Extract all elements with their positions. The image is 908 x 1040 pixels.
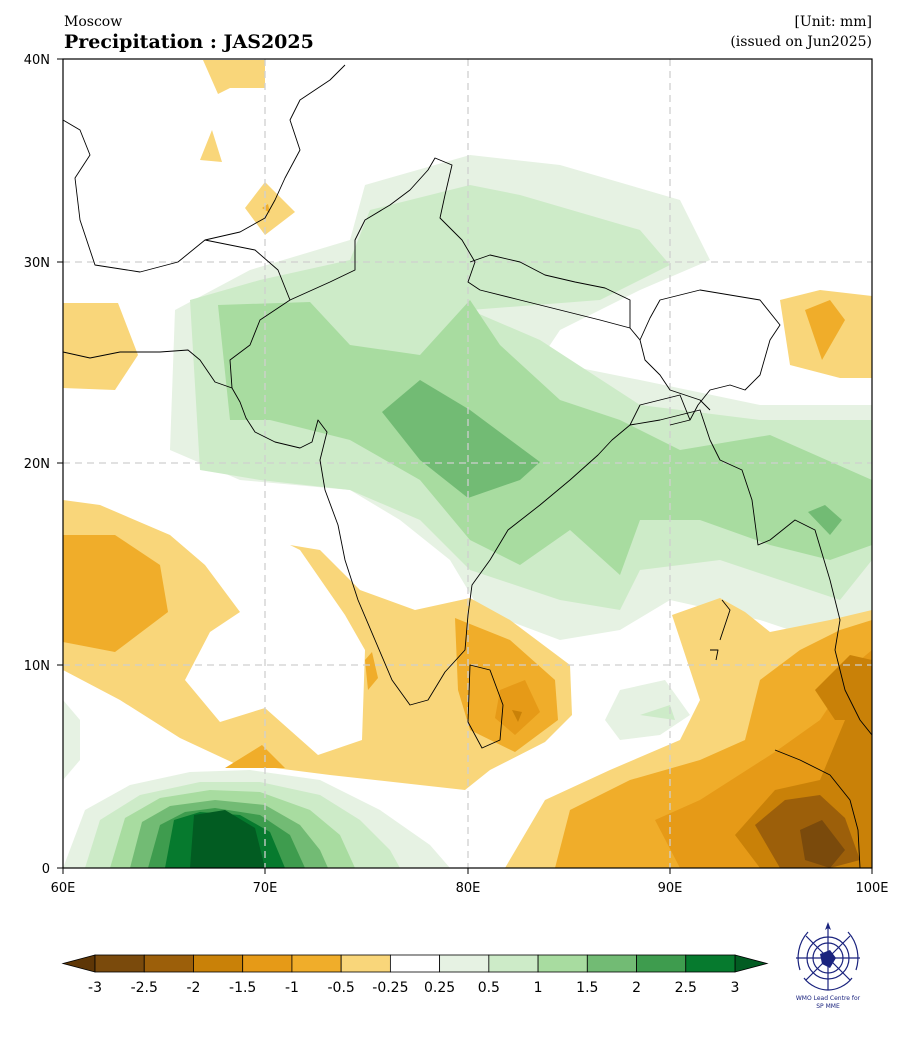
dry-contour-0.5-west [63, 535, 168, 652]
colorbar: -3 -2.5 -2 -1.5 -1 -0.5 -0.25 0.25 0.5 1 1.5 2 2.5 3 [61, 954, 769, 996]
colorbar-swatch [242, 954, 293, 973]
wet-contour-1.5 [382, 380, 540, 498]
colorbar-under-arrow [61, 954, 96, 973]
colorbar-swatch [340, 954, 391, 973]
colorbar-level-label: -3 [88, 980, 102, 996]
colorbar-level-label: 0.25 [424, 980, 455, 996]
lon-tick-label: 80E [456, 881, 481, 896]
colorbar-swatch [636, 954, 687, 973]
colorbar-over-arrow [734, 954, 769, 973]
dry-contour-3-east [800, 820, 845, 868]
colorbar-swatch [537, 954, 588, 973]
dry-contour-1-east-inner [815, 655, 872, 720]
wet-patch-andaman [605, 680, 690, 740]
lat-tick-label: 10N [24, 659, 50, 674]
colorbar-level-label: 2 [632, 980, 641, 996]
colorbar-level-label: 0.5 [478, 980, 500, 996]
colorbar-level-label: -0.5 [327, 980, 354, 996]
colorbar-level-label: 3 [731, 980, 740, 996]
colorbar-swatch [389, 954, 441, 973]
dry-patch-lakshadweep [365, 652, 378, 690]
colorbar-level-label: -1.5 [229, 980, 256, 996]
logo-text-2: SP MME [816, 1003, 840, 1010]
lat-tick-labels: 0 10N 20N 30N 40N [24, 53, 50, 877]
dry-patch-north-3-inner [262, 204, 270, 213]
dry-contour-1.5-srilanka [512, 710, 522, 722]
colorbar-swatch [143, 954, 194, 973]
axis-ticks [57, 58, 873, 874]
lat-tick-label: 30N [24, 256, 50, 271]
colorbar-level-label: 2.5 [675, 980, 697, 996]
logo-text-1: WMO Lead Centre for [796, 995, 861, 1002]
wet-patch-west [63, 700, 80, 780]
dry-contour-0.25-west [63, 500, 572, 790]
lat-tick-label: 20N [24, 457, 50, 472]
colorbar-level-label: 1.5 [576, 980, 598, 996]
wet-contour-3-south [190, 810, 265, 868]
colorbar-swatch [94, 954, 145, 973]
lon-tick-label: 100E [855, 881, 888, 896]
lon-tick-label: 60E [51, 881, 76, 896]
dry-patch-north-2 [200, 130, 222, 162]
colorbar-swatch [685, 954, 736, 973]
colorbar-swatch [488, 954, 539, 973]
colorbar-swatch [193, 954, 244, 973]
center-name: Moscow [64, 14, 123, 30]
unit-label: [Unit: mm] [794, 14, 872, 30]
colorbar-swatch [291, 954, 342, 973]
lat-tick-label: 0 [42, 862, 50, 877]
colorbar-level-label: 1 [534, 980, 543, 996]
wet-contour-1.5-east [808, 505, 842, 535]
lon-tick-label: 90E [658, 881, 683, 896]
lat-tick-label: 40N [24, 53, 50, 68]
colorbar-level-label: -1 [285, 980, 299, 996]
wmo-logo: WMO Lead Centre for SP MME [796, 922, 861, 1010]
map-title: Precipitation : JAS2025 [64, 31, 314, 53]
coastlines [63, 64, 872, 868]
map-gridlines [63, 59, 872, 868]
lon-tick-labels: 60E 70E 80E 90E 100E [51, 881, 889, 896]
wet-patch-andaman-inner [640, 705, 675, 720]
dry-patch-north-1 [203, 60, 265, 94]
colorbar-swatch [439, 954, 490, 973]
issued-label: (issued on Jun2025) [730, 34, 872, 50]
colorbar-level-label: -2 [186, 980, 200, 996]
colorbar-swatch [586, 954, 637, 973]
dry-contour-0.25-arabia [63, 303, 138, 390]
dry-contour-0.5-northeast [805, 300, 845, 360]
colorbar-level-label: -2.5 [131, 980, 158, 996]
dry-contour-1-srilanka [495, 680, 540, 735]
colorbar-level-label: -0.25 [372, 980, 408, 996]
wet-contour-1 [218, 300, 872, 575]
precipitation-anomaly-field [63, 59, 872, 868]
dry-patch-maldives [225, 745, 285, 768]
lon-tick-label: 70E [253, 881, 278, 896]
